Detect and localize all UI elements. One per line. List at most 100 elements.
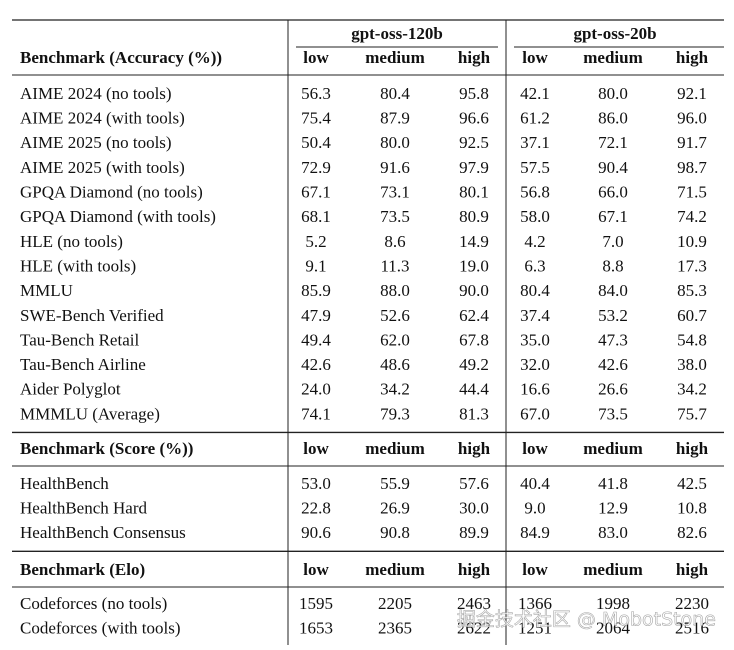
cell: 48.6	[380, 355, 410, 374]
cell: 41.8	[598, 474, 628, 493]
column-header: high	[676, 560, 709, 579]
cell: 26.9	[380, 499, 410, 518]
cell: 90.6	[301, 523, 331, 542]
cell: 42.1	[520, 84, 550, 103]
cell: 67.0	[520, 404, 550, 423]
row-label: MMLU	[20, 281, 73, 300]
cell: 84.9	[520, 523, 550, 542]
column-header: high	[458, 48, 491, 67]
cell: 42.6	[301, 355, 331, 374]
row-label: Aider Polyglot	[20, 380, 121, 399]
column-header: medium	[365, 439, 425, 458]
cell: 32.0	[520, 355, 550, 374]
column-header: low	[522, 48, 548, 67]
cell: 92.1	[677, 84, 707, 103]
cell: 57.5	[520, 158, 550, 177]
cell: 40.4	[520, 474, 550, 493]
cell: 44.4	[459, 380, 489, 399]
cell: 5.2	[305, 232, 326, 251]
cell: 80.4	[380, 84, 410, 103]
model-header: gpt-oss-120b	[351, 24, 443, 43]
column-header: medium	[365, 48, 425, 67]
row-label: AIME 2024 (with tools)	[20, 109, 185, 128]
cell: 6.3	[524, 256, 545, 275]
cell: 97.9	[459, 158, 489, 177]
cell: 86.0	[598, 109, 628, 128]
cell: 88.0	[380, 281, 410, 300]
cell: 89.9	[459, 523, 489, 542]
cell: 54.8	[677, 330, 707, 349]
cell: 37.1	[520, 133, 550, 152]
cell: 26.6	[598, 380, 628, 399]
row-label: AIME 2025 (with tools)	[20, 158, 185, 177]
cell: 60.7	[677, 306, 707, 325]
cell: 90.8	[380, 523, 410, 542]
cell: 80.4	[520, 281, 550, 300]
row-label: AIME 2024 (no tools)	[20, 84, 172, 103]
cell: 62.0	[380, 330, 410, 349]
column-header: high	[458, 560, 491, 579]
cell: 49.4	[301, 330, 331, 349]
cell: 67.1	[301, 183, 331, 202]
cell: 4.2	[524, 232, 545, 251]
cell: 80.0	[380, 133, 410, 152]
cell: 50.4	[301, 133, 331, 152]
column-header: medium	[583, 439, 643, 458]
cell: 91.7	[677, 133, 707, 152]
cell: 52.6	[380, 306, 410, 325]
cell: 73.5	[380, 207, 410, 226]
cell: 1653	[299, 619, 333, 638]
cell: 2205	[378, 594, 412, 613]
cell: 9.0	[524, 499, 545, 518]
cell: 71.5	[677, 183, 707, 202]
column-header: high	[676, 48, 709, 67]
cell: 80.9	[459, 207, 489, 226]
cell: 72.9	[301, 158, 331, 177]
cell: 1251	[518, 619, 552, 638]
cell: 80.0	[598, 84, 628, 103]
cell: 47.9	[301, 306, 331, 325]
cell: 49.2	[459, 355, 489, 374]
cell: 74.1	[301, 404, 331, 423]
cell: 53.0	[301, 474, 331, 493]
row-label: HLE (no tools)	[20, 232, 123, 251]
cell: 91.6	[380, 158, 410, 177]
cell: 81.3	[459, 404, 489, 423]
row-label: HealthBench Hard	[20, 499, 147, 518]
cell: 9.1	[305, 256, 326, 275]
cell: 61.2	[520, 109, 550, 128]
cell: 58.0	[520, 207, 550, 226]
row-label: GPQA Diamond (no tools)	[20, 183, 203, 202]
cell: 38.0	[677, 355, 707, 374]
column-header: low	[522, 439, 548, 458]
cell: 85.9	[301, 281, 331, 300]
cell: 85.3	[677, 281, 707, 300]
cell: 2365	[378, 619, 412, 638]
cell: 83.0	[598, 523, 628, 542]
cell: 8.6	[384, 232, 405, 251]
cell: 2064	[596, 619, 631, 638]
column-header: medium	[583, 560, 643, 579]
cell: 14.9	[459, 232, 489, 251]
cell: 80.1	[459, 183, 489, 202]
row-label: HLE (with tools)	[20, 256, 136, 275]
cell: 37.4	[520, 306, 550, 325]
cell: 17.3	[677, 256, 707, 275]
cell: 2516	[675, 619, 709, 638]
row-label: SWE-Bench Verified	[20, 306, 164, 325]
cell: 7.0	[602, 232, 623, 251]
cell: 72.1	[598, 133, 628, 152]
cell: 56.8	[520, 183, 550, 202]
column-header: high	[458, 439, 491, 458]
cell: 8.8	[602, 256, 623, 275]
cell: 2463	[457, 594, 491, 613]
row-label: Tau-Bench Airline	[20, 355, 146, 374]
cell: 56.3	[301, 84, 331, 103]
cell: 30.0	[459, 499, 489, 518]
cell: 66.0	[598, 183, 628, 202]
cell: 2622	[457, 619, 491, 638]
cell: 96.6	[459, 109, 489, 128]
cell: 62.4	[459, 306, 489, 325]
